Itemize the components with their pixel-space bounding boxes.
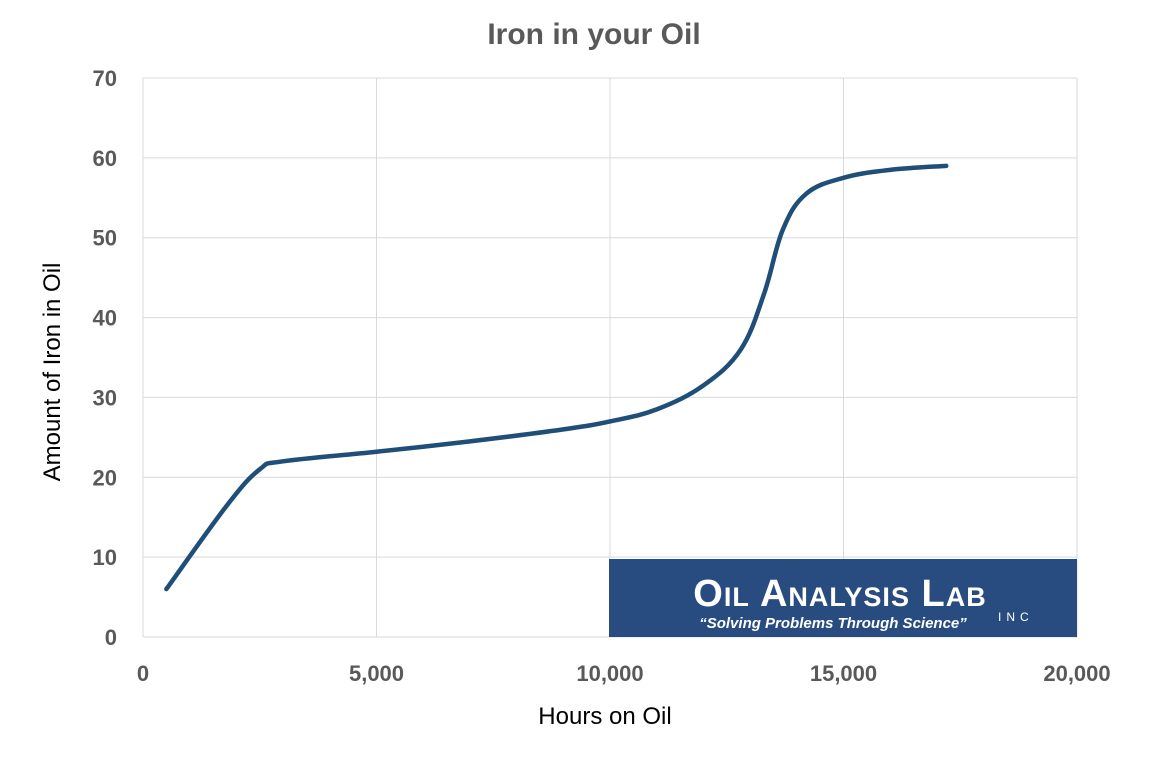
x-tick-label: 20,000 [1043,661,1110,686]
x-tick-label: 5,000 [349,661,404,686]
logo-tagline: “Solving Problems Through Science” [699,615,967,632]
y-tick-label: 70 [93,66,117,91]
x-tick-label: 15,000 [810,661,877,686]
y-axis-title: Amount of Iron in Oil [39,263,66,482]
y-tick-label: 60 [93,146,117,171]
series [164,163,949,592]
y-tick-label: 30 [93,385,117,410]
y-tick-label: 50 [93,226,117,251]
y-tick-label: 40 [93,306,117,331]
axis-ticks: 0 10 20 30 40 50 60 70 0 5,000 10,000 15,000 20,000 [93,66,1111,686]
x-axis-title: Hours on Oil [538,703,671,730]
y-tick-label: 20 [93,465,117,490]
x-tick-label: 0 [137,661,149,686]
x-tick-label: 10,000 [576,661,643,686]
logo-badge: Oil Analysis Lab INC “Solving Problems T… [609,559,1077,637]
logo-name: Oil Analysis Lab [693,573,986,615]
series-line [164,163,949,592]
grid [142,77,1078,638]
logo-suffix: INC [998,610,1034,624]
logo-background [609,559,1077,637]
y-tick-label: 0 [105,625,117,650]
chart-title: Iron in your Oil [487,18,700,51]
y-tick-label: 10 [93,545,117,570]
